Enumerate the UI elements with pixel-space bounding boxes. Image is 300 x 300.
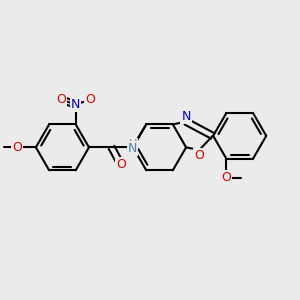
Text: O: O (194, 149, 204, 162)
Text: N: N (182, 110, 191, 123)
Text: O: O (116, 158, 126, 171)
Text: N: N (71, 98, 80, 111)
Text: O: O (221, 171, 231, 184)
Text: O: O (85, 93, 95, 106)
Text: H: H (129, 139, 137, 149)
Text: O: O (12, 141, 22, 154)
Text: N: N (128, 142, 137, 155)
Text: O: O (56, 93, 66, 106)
